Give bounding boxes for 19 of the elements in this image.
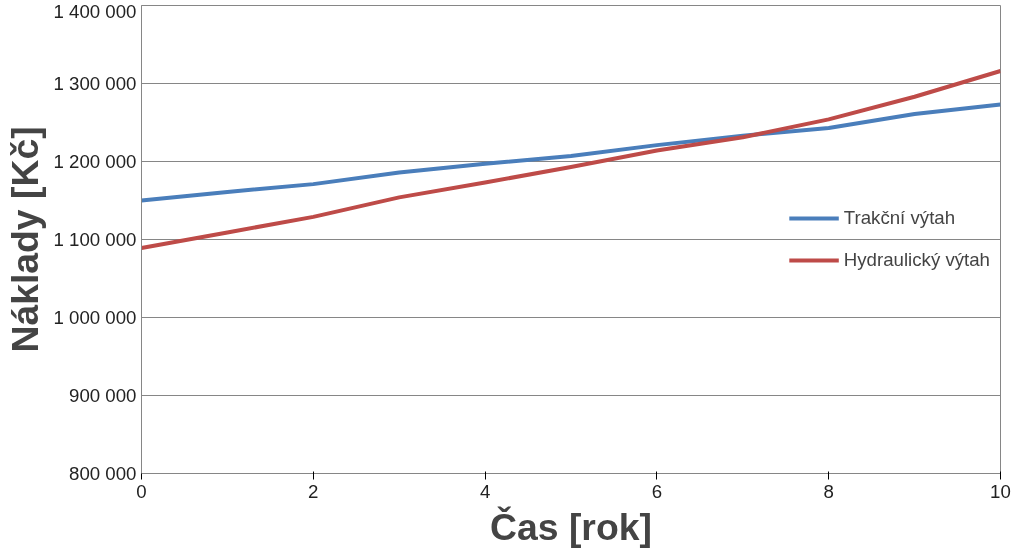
y-tick-label: 1 400 000 (53, 0, 137, 22)
y-tick-label: 800 000 (69, 463, 137, 484)
line-series (141, 69, 1001, 251)
y-tick-label: 1 100 000 (53, 229, 137, 250)
x-tick-label: 6 (651, 480, 663, 502)
x-tick-label: 2 (308, 480, 319, 502)
y-tick-label: 1 300 000 (53, 73, 137, 94)
y-tick-label: 1 200 000 (53, 151, 137, 172)
y-tick-label: 1 000 000 (53, 307, 137, 328)
x-tick-label: 10 (990, 480, 1011, 502)
x-tick-label: 0 (136, 480, 147, 502)
x-tick-label: 8 (823, 480, 834, 502)
legend-label: Hydraulický výtah (843, 249, 990, 271)
legend-label: Trakční výtah (843, 207, 956, 229)
y-axis-title: Náklady [Kč] (3, 126, 46, 353)
x-axis-title: Čas [rok] (490, 505, 652, 548)
x-tick-label: 4 (479, 480, 491, 502)
y-tick-label: 900 000 (69, 385, 137, 406)
line-series (141, 102, 1001, 203)
